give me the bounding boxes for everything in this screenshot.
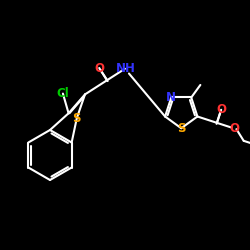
Text: NH: NH bbox=[116, 62, 136, 75]
Text: O: O bbox=[229, 122, 239, 135]
Text: N: N bbox=[166, 91, 176, 104]
Text: S: S bbox=[72, 112, 81, 124]
Text: S: S bbox=[177, 122, 186, 135]
Text: O: O bbox=[94, 62, 104, 74]
Text: O: O bbox=[216, 103, 226, 116]
Text: Cl: Cl bbox=[56, 87, 69, 100]
